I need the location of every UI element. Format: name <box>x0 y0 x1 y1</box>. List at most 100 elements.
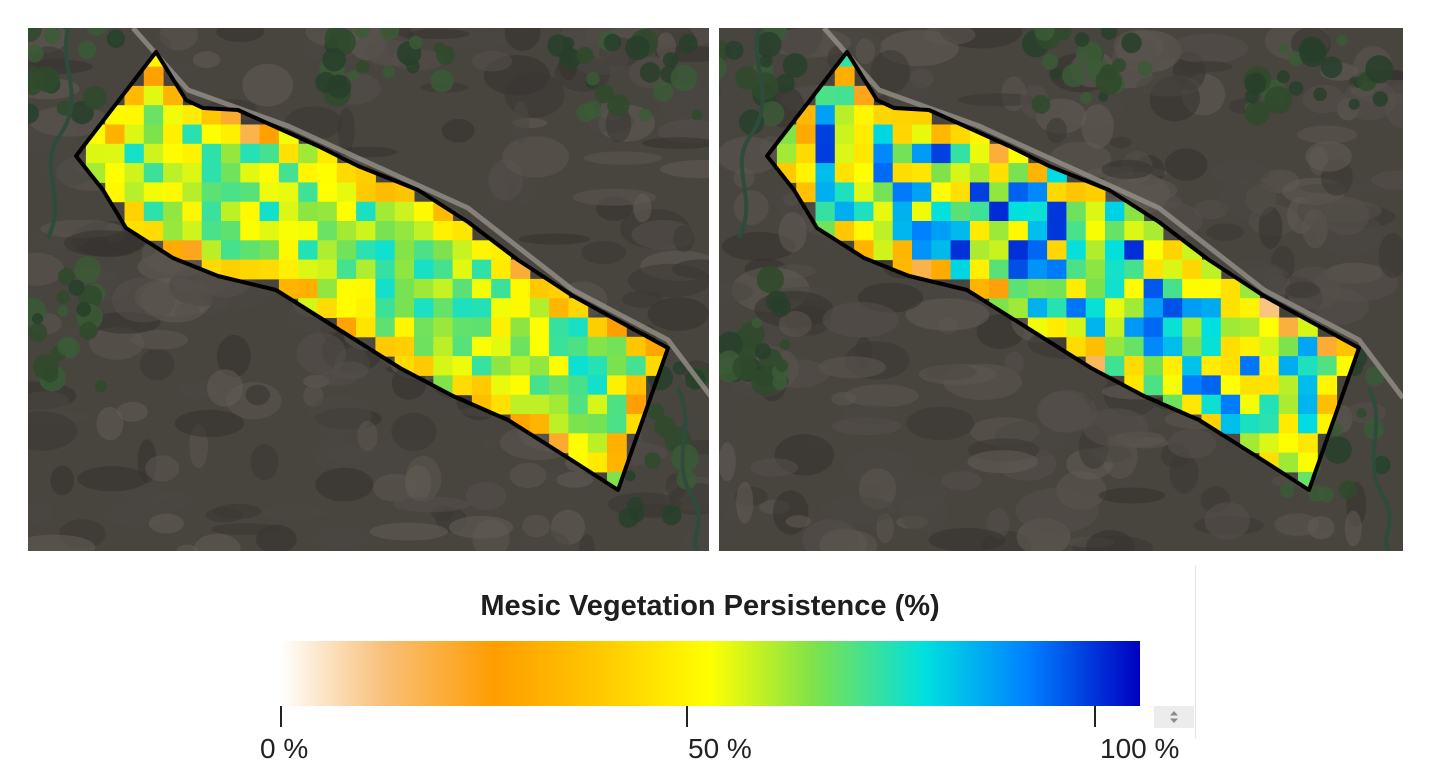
persistence-cell <box>394 336 415 357</box>
persistence-cell <box>317 240 338 261</box>
forest-patch <box>379 28 400 41</box>
persistence-cell <box>221 221 241 241</box>
terrain-texture <box>391 412 437 451</box>
persistence-cell <box>394 221 415 241</box>
persistence-cell <box>815 124 836 145</box>
persistence-cell <box>1201 298 1222 318</box>
forest-patch <box>1079 91 1092 104</box>
persistence-cell <box>892 201 913 222</box>
persistence-cell <box>1220 298 1241 318</box>
persistence-cell <box>433 336 454 357</box>
persistence-cell <box>317 201 338 222</box>
persistence-cell <box>549 317 569 338</box>
up-down-arrows-icon <box>1170 711 1178 723</box>
terrain-texture <box>844 384 919 408</box>
terrain-texture <box>1204 502 1250 540</box>
persistence-cell <box>1182 336 1202 357</box>
forest-patch <box>644 452 661 469</box>
terrain-texture <box>176 544 199 551</box>
resize-handle-icon[interactable] <box>1154 706 1194 728</box>
persistence-cell <box>510 278 531 299</box>
forest-patch <box>31 313 44 325</box>
persistence-cell <box>356 278 376 299</box>
terrain-texture <box>63 230 144 257</box>
map-panel-left[interactable] <box>28 28 709 551</box>
persistence-cell <box>433 278 454 299</box>
persistence-cell <box>1240 356 1260 376</box>
forest-patch <box>436 45 456 65</box>
persistence-cell <box>989 163 1009 183</box>
persistence-cell <box>163 163 183 183</box>
persistence-cell <box>549 375 569 396</box>
persistence-cell <box>1278 452 1299 473</box>
persistence-cell <box>414 259 434 280</box>
persistence-cell <box>854 182 874 203</box>
persistence-cell <box>201 221 222 241</box>
terrain-texture <box>822 301 899 338</box>
persistence-cell <box>1047 221 1067 241</box>
terrain-texture <box>1164 148 1208 181</box>
persistence-cell <box>1278 336 1299 357</box>
terrain-texture <box>131 330 189 350</box>
terrain-texture <box>778 212 807 253</box>
persistence-cell <box>1085 240 1106 261</box>
forest-patch <box>1320 56 1343 79</box>
persistence-cell <box>394 278 415 299</box>
persistence-cell <box>471 240 492 261</box>
forest-patch <box>57 268 76 286</box>
persistence-cell <box>491 278 511 299</box>
persistence-cell <box>950 163 971 183</box>
persistence-cell <box>1317 356 1338 376</box>
terrain-texture <box>509 462 547 488</box>
persistence-cell <box>1201 394 1222 415</box>
persistence-cell <box>626 336 647 357</box>
persistence-cell <box>414 278 434 299</box>
forest-patch <box>1095 68 1123 95</box>
persistence-cell <box>317 298 338 318</box>
terrain-texture <box>802 519 859 551</box>
forest-patch <box>750 72 779 101</box>
persistence-cell <box>1027 278 1048 299</box>
forest-patch <box>32 354 59 380</box>
persistence-cell <box>491 394 511 415</box>
terrain-texture <box>1081 104 1114 149</box>
persistence-cell <box>375 221 396 241</box>
persistence-cell <box>356 259 376 280</box>
persistence-cell <box>950 259 971 280</box>
persistence-cell <box>1162 298 1183 318</box>
persistence-cell <box>1220 375 1241 396</box>
persistence-cell <box>854 221 874 241</box>
persistence-cell <box>1182 298 1202 318</box>
forest-patch <box>724 40 744 60</box>
persistence-cell <box>317 259 338 280</box>
persistence-cell <box>969 143 990 164</box>
persistence-cell <box>1027 259 1048 280</box>
persistence-cell <box>1182 259 1202 280</box>
forest-patch <box>95 380 107 393</box>
persistence-cell <box>912 201 932 222</box>
persistence-cell <box>950 124 971 145</box>
forest-patch <box>82 85 107 110</box>
map-panel-right[interactable] <box>719 28 1403 551</box>
persistence-cell <box>143 182 164 203</box>
terrain-texture <box>870 50 911 94</box>
terrain-texture <box>941 471 982 491</box>
persistence-cell <box>1143 336 1164 357</box>
persistence-cell <box>143 105 164 125</box>
persistence-cell <box>414 356 434 376</box>
forest-patch <box>354 28 370 39</box>
persistence-cell <box>568 317 589 338</box>
forest-patch <box>1299 39 1327 67</box>
terrain-texture <box>1258 206 1283 249</box>
persistence-cell <box>529 414 550 434</box>
persistence-cell <box>1143 240 1164 261</box>
terrain-texture <box>504 28 541 51</box>
terrain-texture <box>89 326 145 360</box>
forest-patch <box>1372 455 1391 475</box>
legend-colorbar <box>280 641 1140 706</box>
persistence-cell <box>834 221 855 241</box>
persistence-cell <box>124 124 145 145</box>
terrain-texture <box>250 444 279 481</box>
terrain-texture <box>148 513 185 534</box>
persistence-cell <box>163 105 183 125</box>
